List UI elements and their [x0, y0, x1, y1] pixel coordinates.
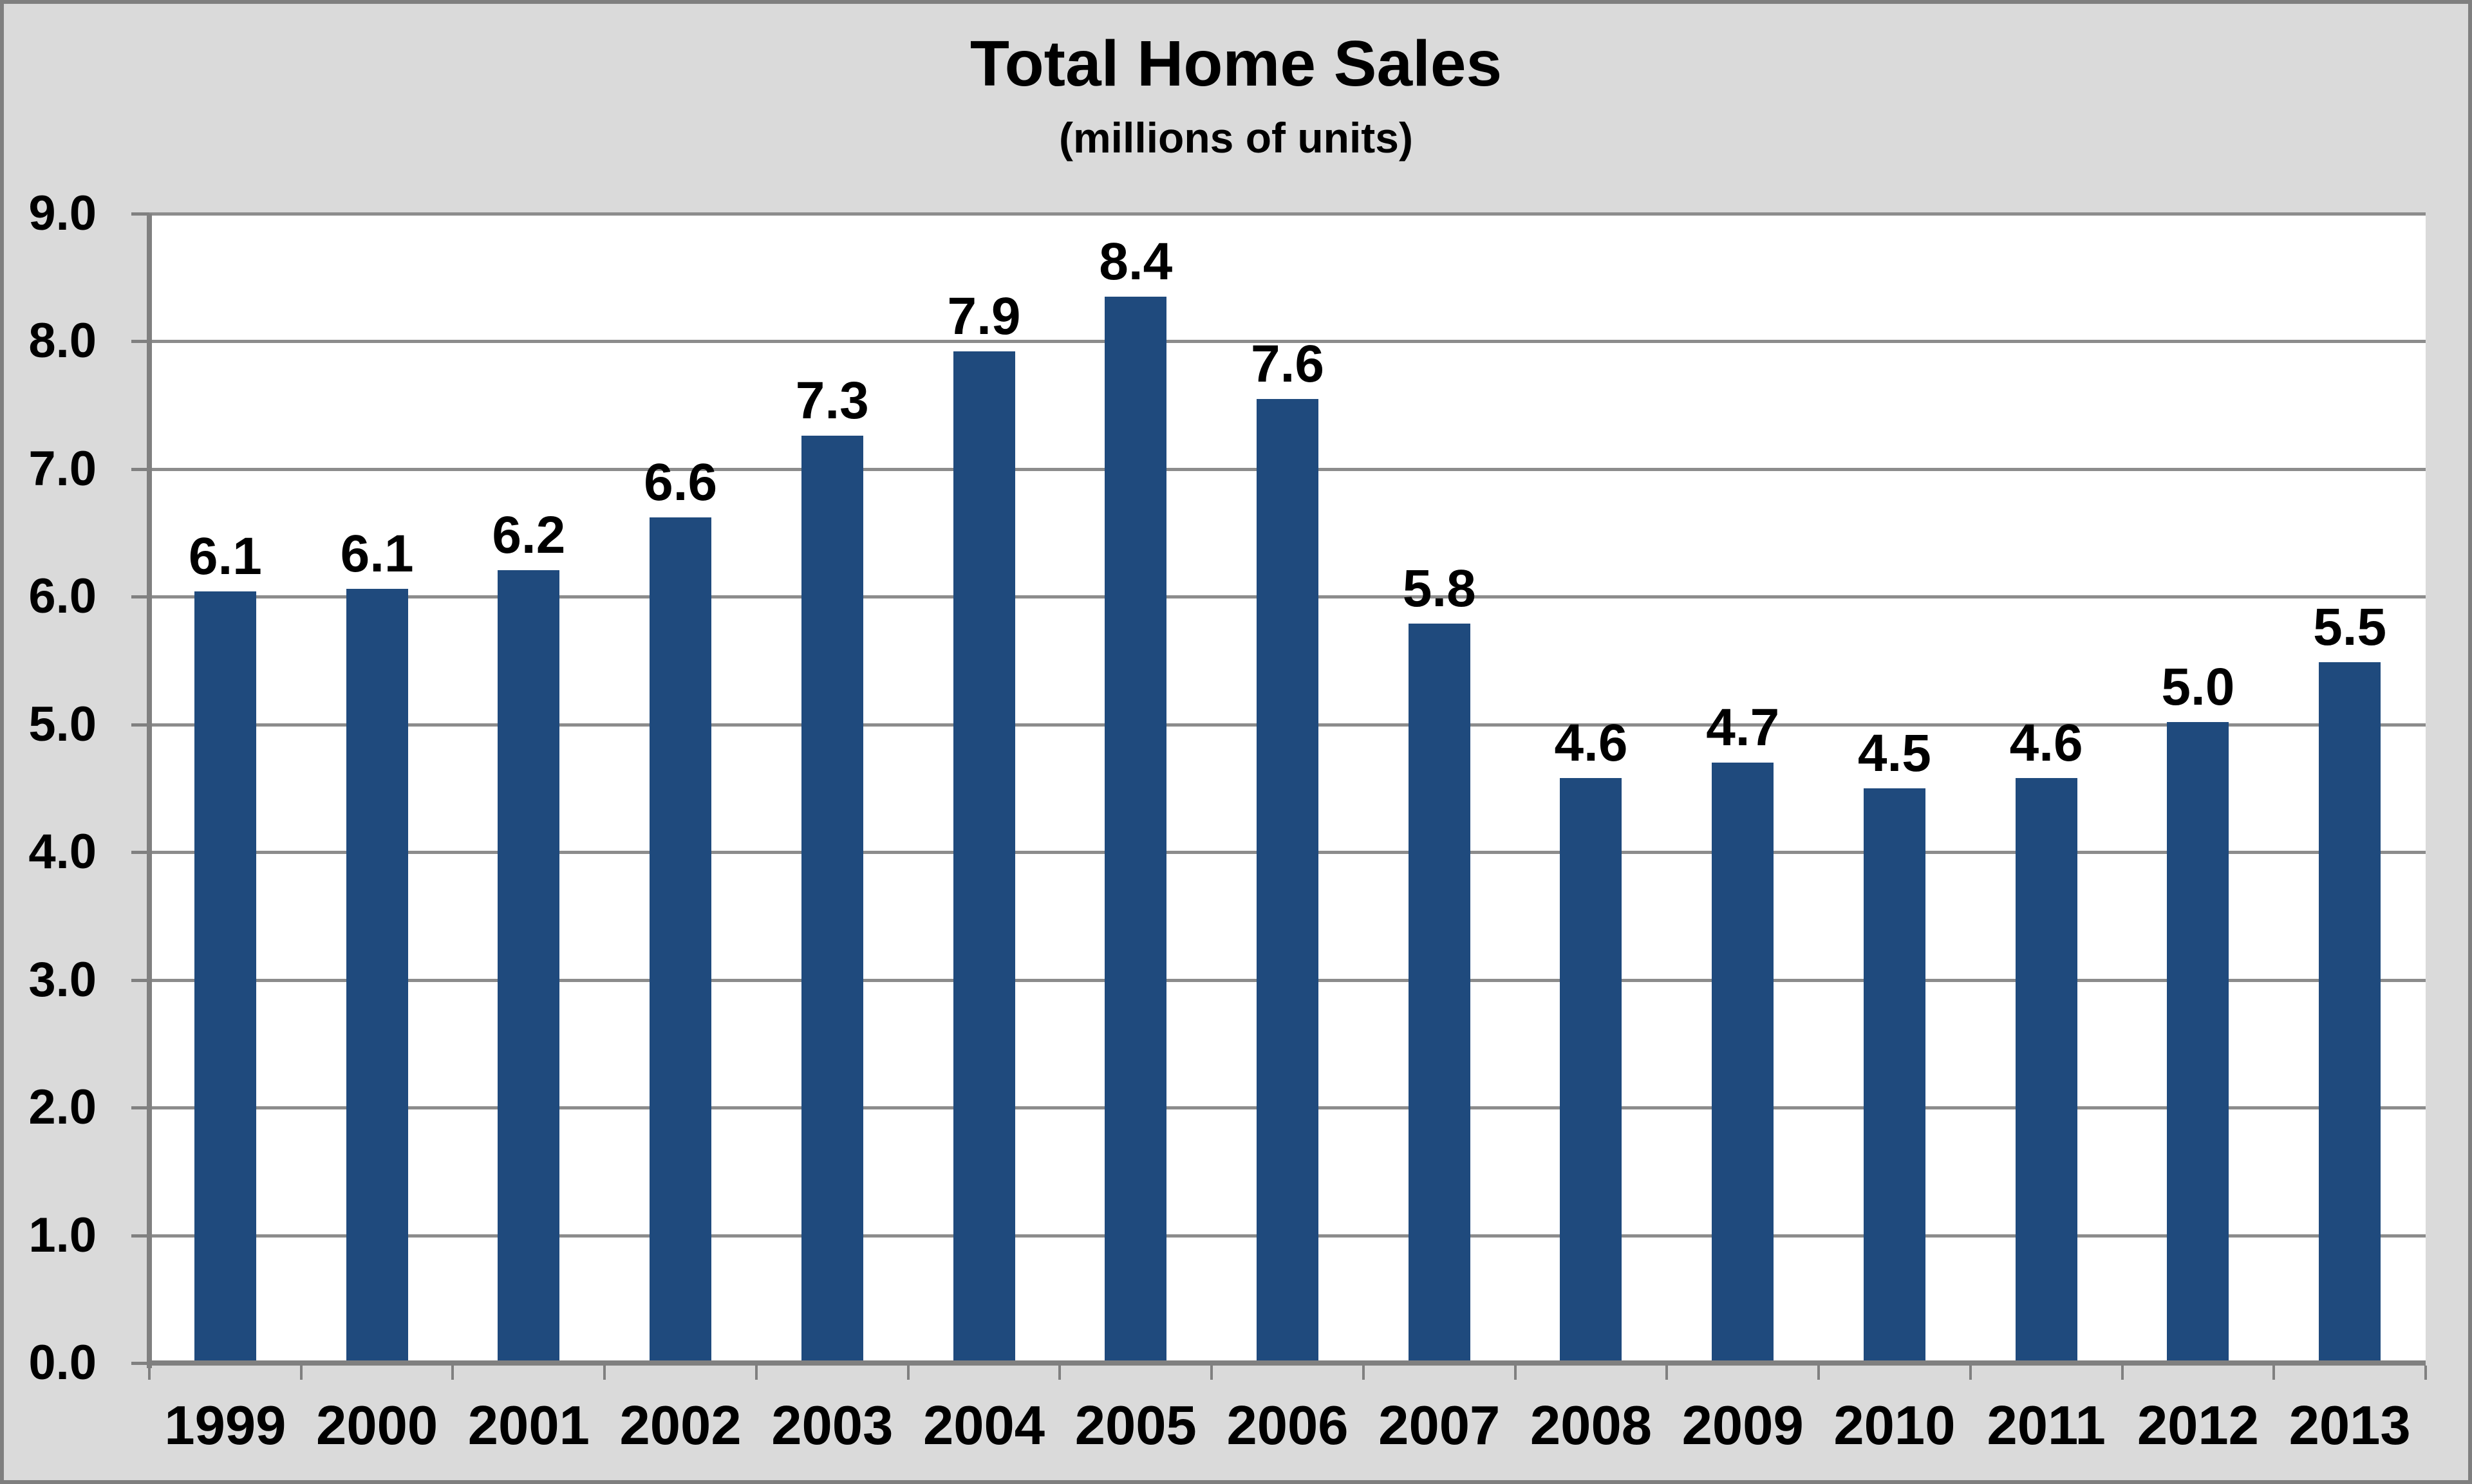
x-axis-tick	[2424, 1366, 2427, 1380]
bar-value-label: 8.4	[1099, 232, 1173, 291]
x-axis-tick-label: 2005	[1074, 1395, 1197, 1456]
bar-value-label: 6.1	[340, 524, 414, 584]
y-axis-tick	[131, 1106, 149, 1110]
bar-value-label: 4.6	[1554, 714, 1628, 773]
x-axis-tick-label: 2009	[1681, 1395, 1804, 1456]
bar-value-label: 7.3	[795, 371, 869, 431]
x-axis-tick	[1969, 1366, 1972, 1380]
chart-title: Total Home Sales	[969, 28, 1503, 100]
x-axis-tick-label: 2010	[1833, 1395, 1956, 1456]
bar-value-label: 4.7	[1706, 698, 1780, 757]
x-axis-tick-label: 2000	[316, 1395, 438, 1456]
x-axis-tick-label: 2006	[1226, 1395, 1349, 1456]
x-axis-tick-label: 2011	[1987, 1395, 2106, 1456]
bar	[1560, 778, 1622, 1363]
x-axis-tick-label: 2012	[2137, 1395, 2259, 1456]
x-axis-tick	[1817, 1366, 1821, 1380]
y-axis-tick-label: 7.0	[28, 441, 97, 496]
x-axis-tick	[1665, 1366, 1669, 1380]
x-axis-tick	[2121, 1366, 2124, 1380]
y-axis-tick-label: 9.0	[28, 186, 97, 241]
x-axis-tick	[1058, 1366, 1062, 1380]
y-axis-tick-label: 6.0	[28, 569, 97, 624]
y-axis-tick	[131, 212, 149, 216]
bar	[2167, 721, 2229, 1363]
x-axis-tick	[603, 1366, 606, 1380]
bar-value-label: 4.5	[1857, 724, 1931, 783]
x-axis-tick	[906, 1366, 910, 1380]
y-axis-tick-label: 8.0	[28, 313, 97, 369]
bar	[2319, 662, 2381, 1363]
x-axis-tick	[299, 1366, 303, 1380]
x-axis-tick-label: 2007	[1378, 1395, 1501, 1456]
x-axis-tick	[1210, 1366, 1213, 1380]
x-axis-tick	[148, 1366, 151, 1380]
y-axis-tick	[131, 467, 149, 471]
bar	[1712, 763, 1774, 1363]
bar-value-label: 5.0	[2161, 657, 2235, 716]
bar-value-label: 4.6	[2009, 714, 2083, 773]
bar	[1257, 398, 1318, 1363]
gridline	[149, 212, 2426, 216]
y-axis-tick	[131, 1362, 149, 1365]
x-axis-tick	[451, 1366, 454, 1380]
y-axis-tick	[131, 851, 149, 855]
y-axis-tick	[131, 1234, 149, 1238]
bar-value-label: 6.1	[188, 527, 262, 586]
bar	[498, 570, 560, 1363]
bar	[650, 517, 712, 1363]
y-axis-tick-label: 0.0	[28, 1335, 97, 1390]
x-axis-tick-label: 2013	[2289, 1395, 2411, 1456]
y-axis-tick	[131, 340, 149, 344]
y-axis-tick	[131, 595, 149, 599]
x-axis-tick	[1362, 1366, 1365, 1380]
x-axis-tick-label: 2001	[467, 1395, 590, 1456]
x-axis-tick	[754, 1366, 758, 1380]
y-axis-tick-label: 5.0	[28, 696, 97, 752]
x-axis-tick-label: 2003	[771, 1395, 894, 1456]
bar	[1408, 624, 1470, 1363]
y-axis-line	[147, 214, 152, 1368]
x-axis-tick-label: 2002	[619, 1395, 742, 1456]
x-axis-tick	[1513, 1366, 1517, 1380]
x-axis-tick-label: 2008	[1530, 1395, 1652, 1456]
gridline	[149, 340, 2426, 344]
bar-value-label: 7.9	[947, 287, 1021, 346]
y-axis-tick-label: 3.0	[28, 952, 97, 1007]
bar	[194, 591, 256, 1363]
bar	[953, 351, 1015, 1363]
y-axis-tick-label: 4.0	[28, 824, 97, 880]
bar	[2015, 778, 2077, 1363]
y-axis-tick	[131, 723, 149, 727]
bar-value-label: 5.5	[2313, 597, 2387, 656]
bar	[346, 589, 408, 1363]
bar-value-label: 7.6	[1251, 334, 1324, 393]
bar-value-label: 5.8	[1402, 559, 1476, 618]
bar	[1863, 788, 1925, 1363]
bar-value-label: 6.6	[644, 453, 718, 512]
y-axis-tick-label: 2.0	[28, 1080, 97, 1135]
x-axis-tick-label: 1999	[164, 1395, 286, 1456]
x-axis-tick-label: 2004	[922, 1395, 1045, 1456]
bar	[1105, 296, 1167, 1363]
bar	[801, 436, 863, 1363]
x-axis-line	[149, 1360, 2426, 1366]
chart-subtitle: (millions of units)	[1059, 114, 1413, 162]
x-axis-tick	[2272, 1366, 2276, 1380]
y-axis-tick	[131, 978, 149, 982]
y-axis-tick-label: 1.0	[28, 1207, 97, 1263]
bar-value-label: 6.2	[492, 505, 566, 564]
